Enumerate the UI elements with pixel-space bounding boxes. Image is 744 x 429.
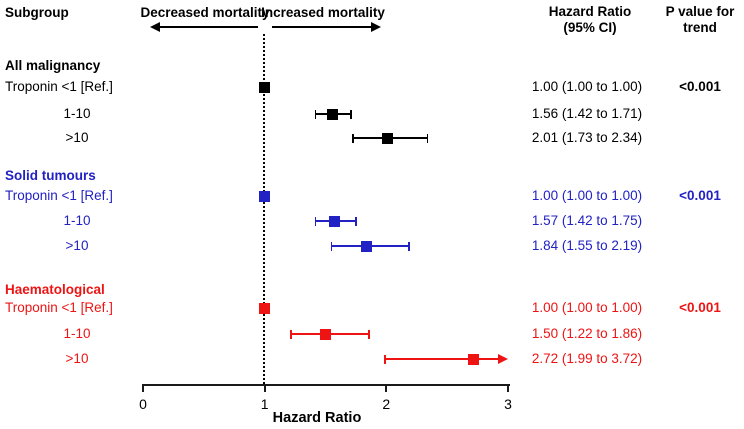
hr-marker [382,132,394,144]
p-value-text: <0.001 [679,79,721,94]
hr-value-text: 1.57 (1.42 to 1.75) [531,213,643,228]
row-label: >10 [65,351,89,366]
ci-cap-right [368,329,370,339]
x-axis-line [143,384,510,386]
p-column-header-line2: trend [683,20,717,35]
p-value-text: <0.001 [679,300,721,315]
hr-marker [259,190,271,202]
hr-value-text: 1.00 (1.00 to 1.00) [531,300,643,315]
hr-value-text: 2.01 (1.73 to 2.34) [531,130,643,145]
hr-marker [320,328,331,340]
p-column-header-line1: P value for [665,4,735,19]
subgroup-column-header: Subgroup [5,5,69,20]
hr-value-text: 1.00 (1.00 to 1.00) [531,79,643,94]
hr-column-header-line1: Hazard Ratio [548,4,632,19]
ci-cap-left [314,216,317,226]
ci-cap-left [352,133,355,143]
x-axis-tick [385,384,388,392]
p-column-header: P value for trend [666,4,735,36]
ci-cap-right [408,241,411,251]
x-axis-tick [142,384,144,392]
ci-cap-left [384,354,386,364]
hr-value-text: 1.50 (1.22 to 1.86) [531,326,643,341]
row-label: 1-10 [63,213,91,228]
hr-marker [328,215,340,227]
ci-cap-right [426,133,429,143]
decreased-mortality-label: Decreased mortality [140,5,270,20]
hr-marker [259,81,271,93]
row-label: Troponin <1 [Ref.] [5,300,113,315]
hr-marker [361,240,373,252]
ci-cap-right [350,109,352,119]
row-label: Troponin <1 [Ref.] [5,188,113,203]
hr-column-header: Hazard Ratio (95% CI) [549,4,632,36]
increased-mortality-label: Increased mortality [261,5,385,20]
hr-value-text: 1.56 (1.42 to 1.71) [531,106,643,121]
row-label: 1-10 [63,106,91,121]
x-axis-tick-label: 0 [139,396,147,412]
group-header-label: All malignancy [5,58,101,73]
row-label: >10 [65,130,89,145]
row-label: Troponin <1 [Ref.] [5,79,113,94]
x-axis-title: Hazard Ratio [272,410,362,426]
hr-column-header-line2: (95% CI) [563,20,617,35]
row-label: 1-10 [63,326,91,341]
p-value-text: <0.001 [679,188,721,203]
reference-line [263,34,265,384]
group-header-label: Haematological [5,282,105,297]
ci-cap-right [354,216,357,226]
hr-marker [259,302,271,314]
ci-arrow-right [498,354,508,364]
ci-whisker [385,358,498,360]
hr-value-text: 1.84 (1.55 to 2.19) [531,238,643,253]
x-axis-tick-label: 2 [382,396,391,412]
hr-marker [468,353,480,365]
hr-value-text: 2.72 (1.99 to 3.72) [531,351,643,366]
group-header-label: Solid tumours [5,168,96,183]
row-label: >10 [65,238,89,253]
ci-cap-left [290,329,293,339]
hr-marker [327,108,339,120]
x-axis-tick [263,384,266,392]
x-axis-tick-label: 1 [260,396,269,412]
ci-cap-left [314,109,317,119]
x-axis-tick [507,384,509,392]
ci-cap-left [330,241,333,251]
hr-value-text: 1.00 (1.00 to 1.00) [531,188,643,203]
x-axis-tick-label: 3 [504,396,512,412]
